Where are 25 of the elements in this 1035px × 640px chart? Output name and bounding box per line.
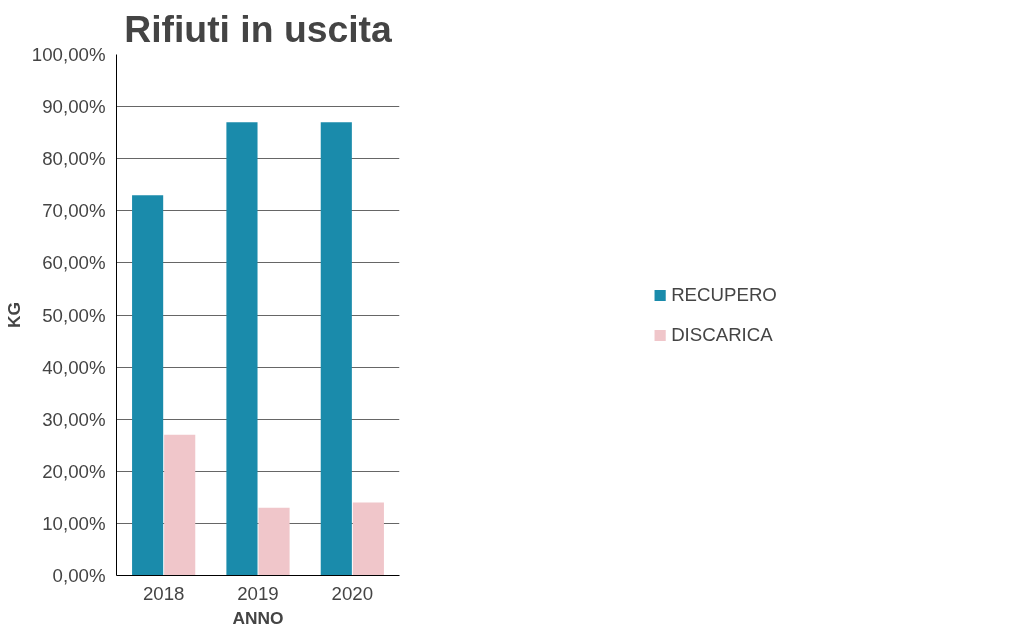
bar: [352, 502, 384, 576]
y-tick-label: 60,00%: [42, 252, 106, 274]
x-axis-title: ANNO: [232, 607, 284, 628]
legend-label: DISCARICA: [671, 323, 773, 346]
y-tick-label: 0,00%: [52, 565, 106, 586]
x-tick-label: 2018: [142, 582, 185, 604]
bar: [164, 434, 196, 576]
y-tick-label: 80,00%: [42, 148, 106, 170]
bar: [132, 195, 164, 576]
y-tick-label: 30,00%: [42, 408, 106, 430]
y-tick-label: 100,00%: [31, 44, 106, 65]
y-tick-label: 70,00%: [42, 200, 106, 222]
bar: [258, 507, 290, 576]
y-tick-label: 40,00%: [42, 356, 106, 378]
chart-title: Rifiuti in uscita: [124, 7, 393, 50]
y-tick-label: 10,00%: [42, 512, 106, 534]
legend-label: RECUPERO: [671, 283, 777, 306]
y-tick-label: 50,00%: [42, 304, 106, 326]
bar: [320, 122, 352, 576]
y-axis-title: KG: [3, 302, 24, 328]
bar: [226, 122, 258, 576]
x-tick-label: 2019: [237, 582, 279, 604]
y-tick-label: 20,00%: [42, 460, 106, 482]
x-tick-label: 2020: [331, 582, 374, 604]
y-tick-label: 90,00%: [42, 96, 106, 118]
